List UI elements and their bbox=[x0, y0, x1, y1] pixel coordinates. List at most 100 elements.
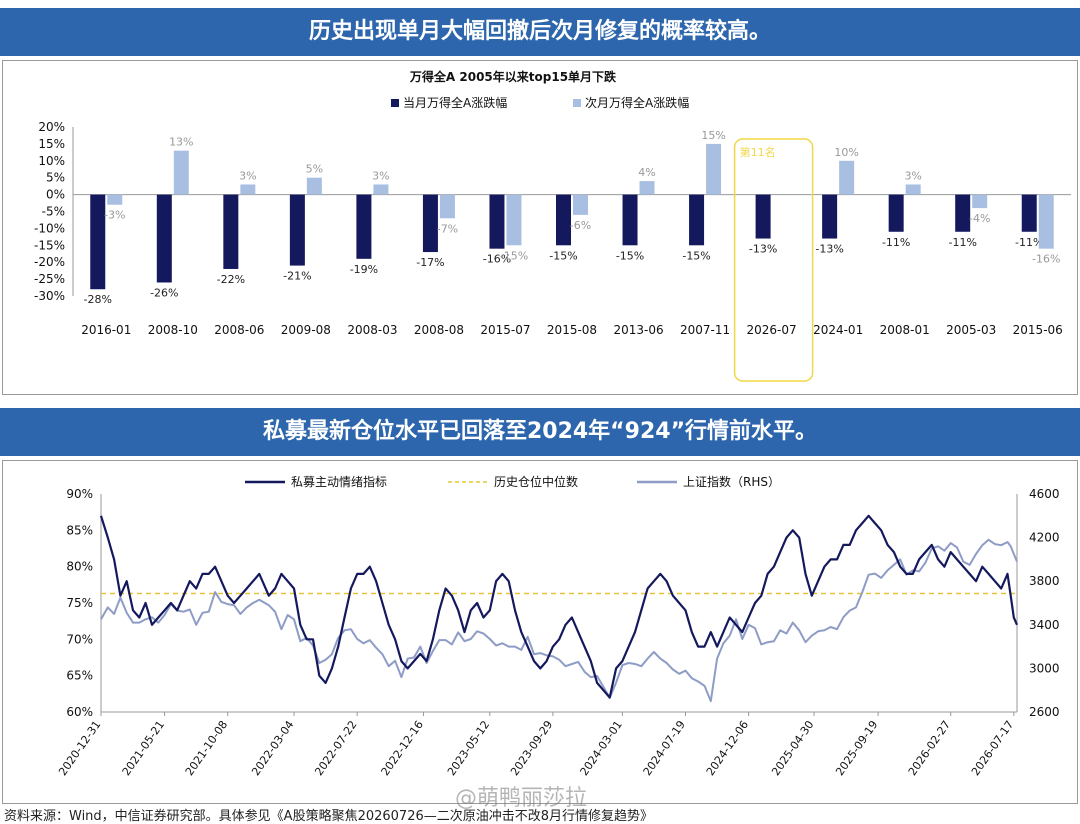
legend-label-index: 上证指数（RHS） bbox=[683, 474, 780, 489]
sentiment-line bbox=[99, 514, 1019, 699]
bar-x-tick-label: 2008-10 bbox=[148, 323, 198, 337]
bar-x-tick-label: 2015-06 bbox=[1013, 323, 1063, 337]
bar-current-label: -15% bbox=[682, 249, 710, 262]
bar-current-label: -13% bbox=[749, 243, 777, 256]
bar-x-tick-label: 2015-08 bbox=[547, 323, 597, 337]
bar-y-tick-label: -30% bbox=[34, 289, 65, 303]
line-x-tick-label: 2023-09-29 bbox=[508, 718, 555, 778]
bar-y-tick-label: -10% bbox=[34, 221, 65, 235]
legend-swatch-next bbox=[573, 99, 581, 107]
bar-next bbox=[839, 160, 855, 195]
bar-y-tick-label: -5% bbox=[42, 205, 65, 219]
watermark: @萌鸭丽莎拉 bbox=[455, 786, 588, 811]
bar-next-label: 3% bbox=[239, 169, 256, 182]
bar-x-tick-label: 2026-07 bbox=[747, 323, 797, 337]
line-y-left-tick-label: 60% bbox=[66, 705, 93, 719]
bar-next-label: 3% bbox=[904, 169, 921, 182]
bar-next bbox=[373, 184, 389, 195]
line-x-tick-label: 2022-03-04 bbox=[249, 718, 296, 778]
bar-current-label: -16% bbox=[483, 253, 511, 266]
line-y-right-tick-label: 3000 bbox=[1029, 661, 1060, 675]
line-y-left-tick-label: 80% bbox=[66, 560, 93, 574]
line-y-left-tick-label: 65% bbox=[66, 669, 93, 683]
banner-top: 历史出现单月大幅回撤后次月修复的概率较高。 bbox=[0, 8, 1080, 56]
bar-next bbox=[240, 184, 256, 195]
line-x-tick-label: 2022-12-16 bbox=[379, 718, 426, 778]
bar-next bbox=[1038, 194, 1054, 249]
line-x-tick-label: 2024-12-06 bbox=[704, 718, 751, 778]
line-x-tick-label: 2021-05-21 bbox=[120, 718, 167, 778]
bar-x-tick-label: 2008-03 bbox=[347, 323, 397, 337]
line-x-tick-label: 2021-10-08 bbox=[183, 718, 230, 778]
bar-next-label: 10% bbox=[834, 146, 858, 159]
bar-current bbox=[822, 194, 838, 239]
legend-label-current: 当月万得全A涨跌幅 bbox=[403, 95, 507, 110]
bar-y-tick-label: -25% bbox=[34, 272, 65, 286]
line-x-tick-label: 2025-09-19 bbox=[833, 718, 880, 778]
bar-next-label: -3% bbox=[104, 209, 125, 222]
bar-next bbox=[905, 184, 921, 195]
bar-next-label: -15% bbox=[500, 249, 528, 262]
bar-current-label: -15% bbox=[616, 249, 644, 262]
bar-next bbox=[107, 194, 123, 205]
bar-current-label: -21% bbox=[283, 270, 311, 283]
bar-x-tick-label: 2008-06 bbox=[214, 323, 264, 337]
line-y-right-tick-label: 4600 bbox=[1029, 487, 1060, 501]
bar-y-tick-label: 15% bbox=[38, 137, 65, 151]
source-note: 资料来源：Wind，中信证券研究部。具体参见《A股策略聚焦20260726—二次… bbox=[4, 809, 654, 824]
bar-current bbox=[156, 194, 172, 283]
line-y-right-tick-label: 4200 bbox=[1029, 531, 1060, 545]
bar-next-label: 15% bbox=[701, 129, 725, 142]
bar-x-tick-label: 2013-06 bbox=[613, 323, 663, 337]
highlight-box bbox=[733, 138, 814, 382]
bar-current-label: -19% bbox=[350, 263, 378, 276]
bar-next-label: -7% bbox=[437, 222, 458, 235]
bar-x-tick-label: 2024-01 bbox=[813, 323, 863, 337]
bar-current-label: -11% bbox=[1015, 236, 1043, 249]
line-x-tick-label: 2026-07-17 bbox=[969, 718, 1016, 778]
banner-bottom: 私募最新仓位水平已回落至2024年“924”行情前水平。 bbox=[0, 408, 1080, 456]
legend-label-sentiment: 私募主动情绪指标 bbox=[291, 474, 387, 489]
bar-next bbox=[506, 194, 522, 246]
line-x-tick-label: 2025-04-30 bbox=[769, 718, 816, 778]
line-y-right-tick-label: 3800 bbox=[1029, 574, 1060, 588]
bar-current bbox=[422, 194, 438, 253]
bar-next-label: 5% bbox=[306, 163, 323, 176]
bar-current bbox=[755, 194, 771, 239]
bar-next bbox=[573, 194, 588, 215]
line-y-right-tick-label: 2600 bbox=[1029, 705, 1060, 719]
bar-next-label: -16% bbox=[1032, 253, 1060, 266]
bar-current-label: -11% bbox=[882, 236, 910, 249]
bar-y-tick-label: -20% bbox=[34, 255, 65, 269]
line-x-tick-label: 2024-07-19 bbox=[641, 718, 688, 778]
line-y-left-tick-label: 75% bbox=[66, 596, 93, 610]
legend-label-median: 历史仓位中位数 bbox=[494, 474, 578, 489]
bar-next-label: -6% bbox=[570, 219, 591, 232]
bar-x-tick-label: 2008-08 bbox=[414, 323, 464, 337]
line-y-left-tick-label: 70% bbox=[66, 632, 93, 646]
bar-current bbox=[955, 194, 971, 232]
line-x-tick-label: 2026-02-27 bbox=[906, 718, 953, 778]
legend-label-next: 次月万得全A涨跌幅 bbox=[585, 95, 689, 110]
bar-y-tick-label: 20% bbox=[38, 120, 65, 134]
bar-x-tick-label: 2005-03 bbox=[946, 323, 996, 337]
bar-next bbox=[639, 181, 655, 195]
bar-next bbox=[173, 150, 189, 195]
bar-current-label: -15% bbox=[549, 249, 577, 262]
line-chart-panel: 私募主动情绪指标 历史仓位中位数 上证指数（RHS） 90% 85% 80% 75% 70% 6… bbox=[2, 460, 1078, 804]
bar-chart-title: 万得全A 2005年以来top15单月下跌 bbox=[409, 69, 617, 84]
bar-y-tick-label: 10% bbox=[38, 154, 65, 168]
bar-current bbox=[689, 194, 705, 246]
bar-x-tick-label: 2016-01 bbox=[81, 323, 131, 337]
bar-current bbox=[1021, 194, 1037, 232]
line-y-right-tick-label: 3400 bbox=[1029, 618, 1060, 632]
bar-x-tick-label: 2015-07 bbox=[480, 323, 530, 337]
line-x-tick-label: 2020-12-31 bbox=[56, 718, 103, 778]
bar-current bbox=[289, 194, 305, 266]
bar-next bbox=[972, 194, 988, 209]
line-y-left-tick-label: 85% bbox=[66, 523, 93, 537]
bar-current-label: -28% bbox=[84, 293, 112, 306]
bar-next bbox=[439, 194, 455, 219]
bar-next-label: 4% bbox=[638, 166, 655, 179]
